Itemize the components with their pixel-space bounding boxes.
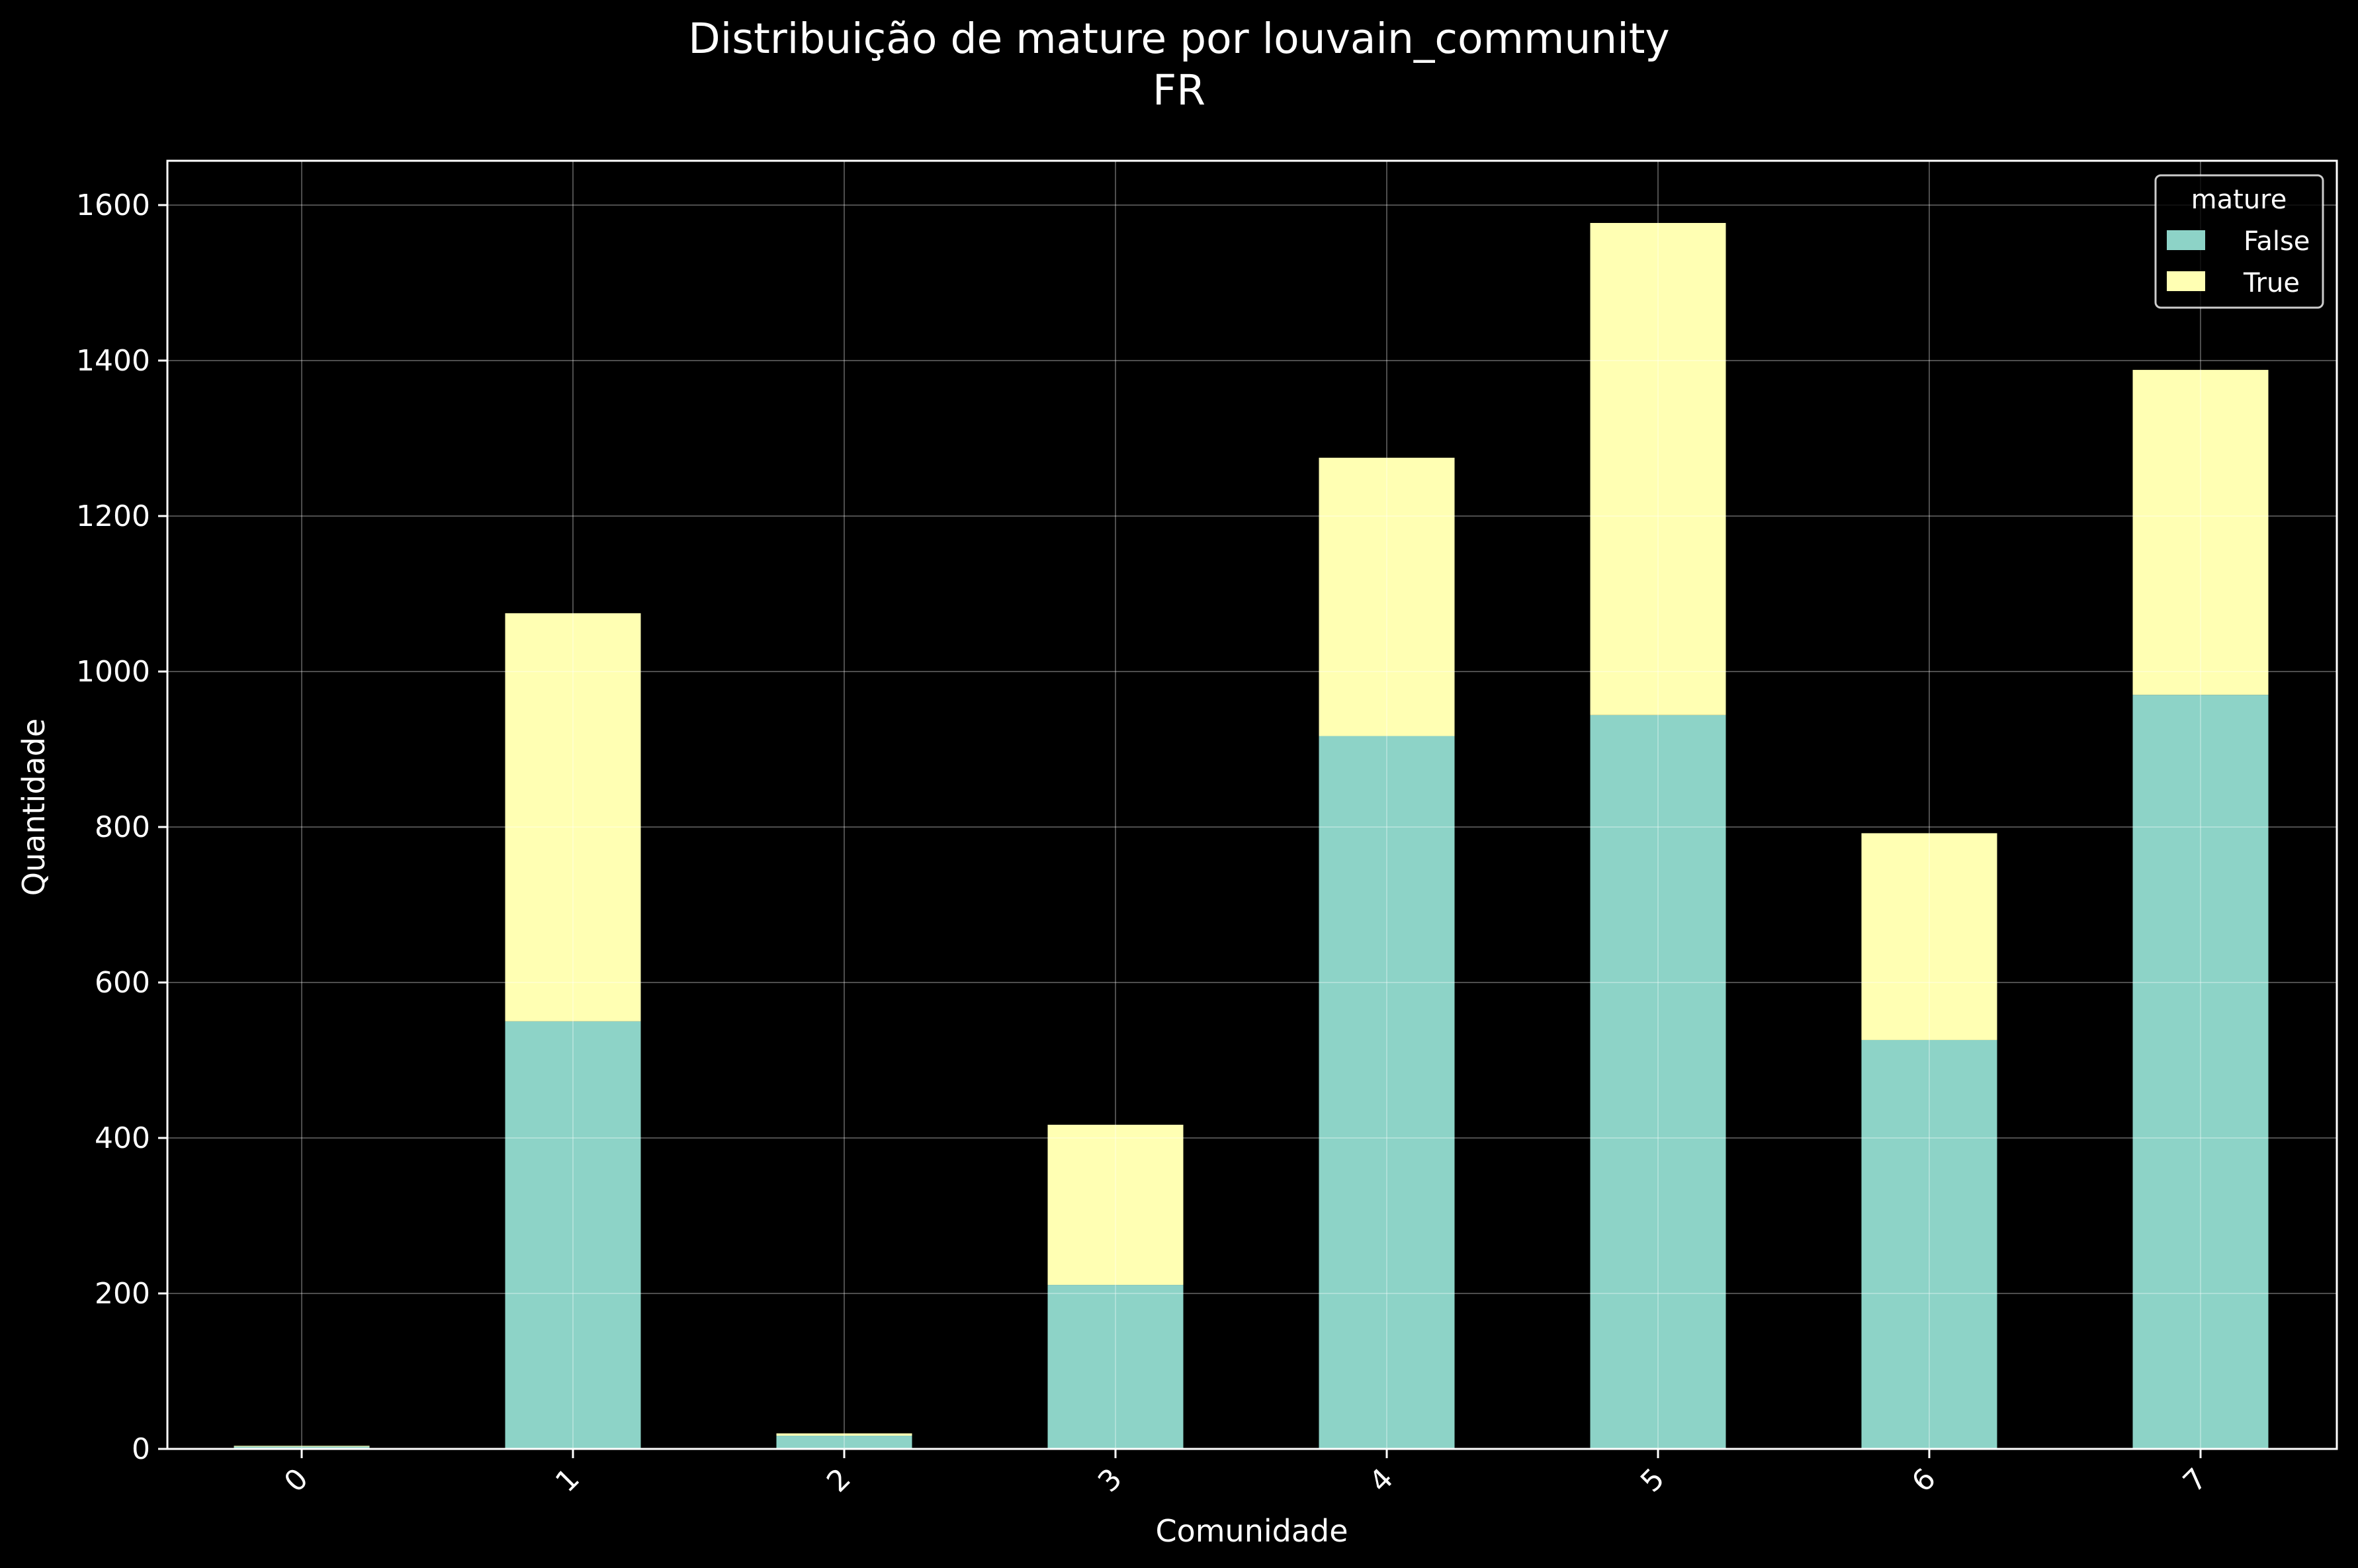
chart-subtitle: FR [1153, 66, 1205, 114]
x-tick-label-2: 2 [820, 1462, 857, 1499]
legend-label-true: True [2243, 268, 2300, 298]
bar-false-7 [2132, 695, 2269, 1449]
bar-false-0 [234, 1446, 370, 1449]
y-tick-label-1400: 1400 [76, 344, 150, 378]
y-tick-label-200: 200 [95, 1277, 150, 1311]
x-tick-label-0: 0 [278, 1462, 315, 1499]
y-tick-label-1000: 1000 [76, 655, 150, 689]
y-tick-label-600: 600 [95, 966, 150, 1000]
plot-frame [166, 159, 2338, 1450]
y-axis-label: Quantidade [16, 719, 52, 896]
bar-true-3 [1047, 1125, 1184, 1285]
x-tick-label-1: 1 [549, 1462, 586, 1499]
chart-title: Distribuição de mature por louvain_commu… [688, 15, 1669, 63]
y-tick-label-400: 400 [95, 1121, 150, 1155]
y-axis-ticks: 0 200 400 600 800 1000 1200 1400 1600 [76, 189, 167, 1466]
bar-true-7 [2132, 370, 2269, 695]
legend-label-false: False [2244, 226, 2310, 257]
x-axis-ticks: 0 1 2 3 4 5 6 7 [278, 1449, 2214, 1499]
bar-false-6 [1861, 1039, 1997, 1449]
bars [234, 223, 2269, 1449]
bar-true-6 [1861, 833, 1997, 1040]
bar-false-2 [776, 1436, 912, 1449]
bar-false-3 [1047, 1285, 1184, 1449]
grid-lines [167, 161, 2337, 1450]
bar-false-1 [505, 1021, 641, 1449]
x-tick-label-4: 4 [1363, 1462, 1400, 1499]
y-tick-label-1600: 1600 [76, 189, 150, 222]
bar-true-1 [505, 613, 641, 1022]
legend: mature False True [2154, 174, 2324, 309]
bar-true-4 [1319, 457, 1455, 736]
legend-swatch-false [2167, 230, 2205, 250]
x-tick-label-5: 5 [1634, 1462, 1671, 1499]
x-tick-label-6: 6 [1905, 1462, 1943, 1499]
x-tick-label-3: 3 [1092, 1462, 1129, 1499]
y-tick-label-0: 0 [132, 1432, 150, 1466]
y-tick-label-1200: 1200 [76, 500, 150, 533]
bar-false-4 [1319, 736, 1455, 1449]
x-tick-label-7: 7 [2177, 1462, 2214, 1499]
bar-false-5 [1590, 715, 1726, 1449]
bar-true-5 [1590, 223, 1726, 715]
y-tick-label-800: 800 [95, 810, 150, 844]
bar-true-2 [776, 1433, 912, 1436]
legend-title: mature [2191, 185, 2287, 215]
legend-swatch-true [2167, 271, 2205, 291]
x-axis-label: Comunidade [1155, 1513, 1348, 1549]
